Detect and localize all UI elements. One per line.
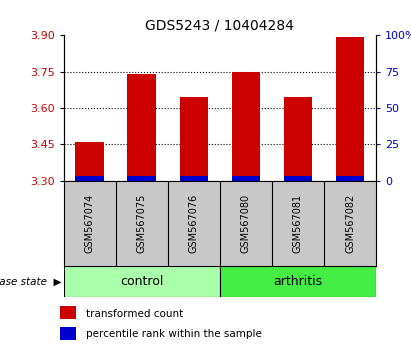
Text: GSM567080: GSM567080 <box>241 193 251 253</box>
Bar <box>180 97 208 181</box>
Bar <box>64 266 220 297</box>
Bar <box>127 176 156 181</box>
Bar <box>284 176 312 181</box>
Bar <box>232 176 260 181</box>
Text: GSM567081: GSM567081 <box>293 193 303 253</box>
Bar <box>180 176 208 181</box>
Title: GDS5243 / 10404284: GDS5243 / 10404284 <box>145 19 294 33</box>
Bar <box>60 327 76 340</box>
Text: GSM567076: GSM567076 <box>189 193 199 253</box>
Bar <box>284 97 312 181</box>
Bar <box>336 36 364 181</box>
Bar <box>76 142 104 181</box>
Bar <box>220 266 376 297</box>
Text: arthritis: arthritis <box>273 275 323 288</box>
Text: transformed count: transformed count <box>86 309 184 319</box>
Text: percentile rank within the sample: percentile rank within the sample <box>86 330 262 339</box>
Text: GSM567082: GSM567082 <box>345 193 355 253</box>
Bar <box>336 176 364 181</box>
Text: disease state  ▶: disease state ▶ <box>0 276 61 286</box>
Bar <box>60 307 76 319</box>
Bar <box>76 176 104 181</box>
Bar <box>127 74 156 181</box>
Text: GSM567075: GSM567075 <box>137 193 147 253</box>
Bar <box>232 72 260 181</box>
Text: GSM567074: GSM567074 <box>85 193 95 253</box>
Text: control: control <box>120 275 164 288</box>
